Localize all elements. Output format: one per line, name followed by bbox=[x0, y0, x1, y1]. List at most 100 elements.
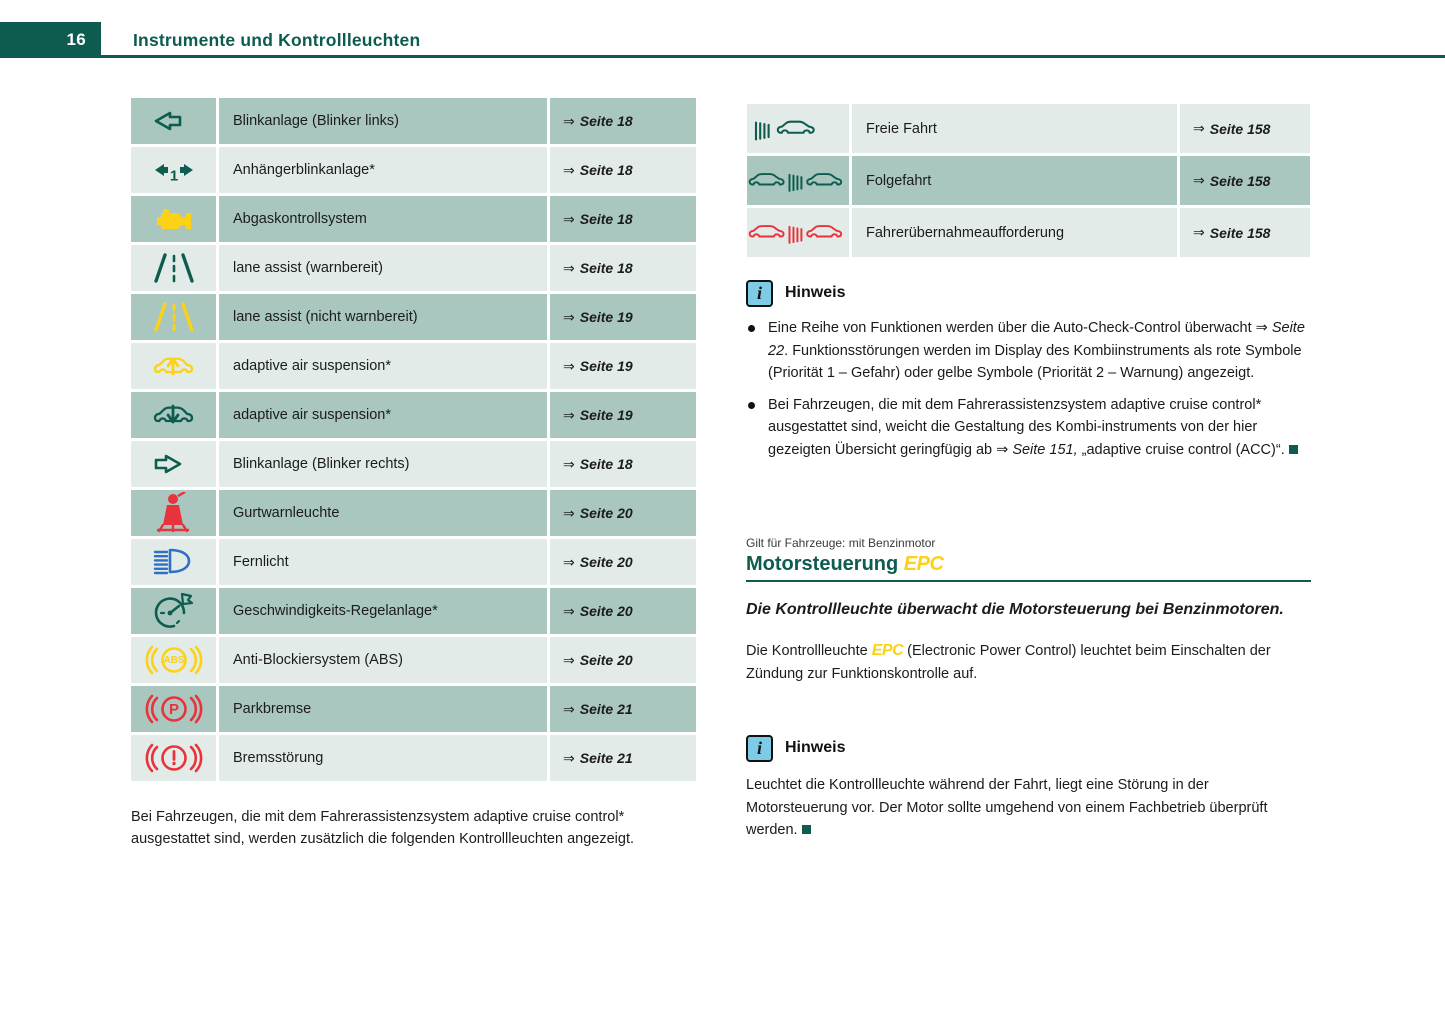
page-reference[interactable]: ⇒ Seite 19 bbox=[563, 357, 633, 375]
row-separator bbox=[131, 487, 696, 490]
turn-signal-left-icon bbox=[131, 98, 219, 144]
reference-arrow-icon: ⇒ bbox=[563, 504, 575, 521]
note-title: Hinweis bbox=[785, 284, 846, 301]
section-heading-text: Motorsteuerung bbox=[746, 553, 899, 575]
applies-to-label: Gilt für Fahrzeuge: mit Benzinmotor bbox=[746, 536, 936, 550]
page-reference[interactable]: ⇒ Seite 158 bbox=[1193, 224, 1271, 241]
page-reference[interactable]: ⇒ Seite 18 bbox=[563, 455, 633, 473]
note-bullet-text: Bei Fahrzeugen, die mit dem Fahrerassist… bbox=[768, 394, 1311, 462]
warning-lights-table-left: Blinkanlage (Blinker links) ⇒ Seite 18 1 Anh… bbox=[131, 98, 696, 781]
end-marker-icon bbox=[801, 825, 811, 834]
warning-light-label: Blinkanlage (Blinker rechts) bbox=[219, 441, 550, 487]
note-header: i Hinweis bbox=[746, 278, 1311, 308]
page-reference[interactable]: ⇒ Seite 18 bbox=[563, 161, 633, 179]
reference-arrow-icon: ⇒ bbox=[563, 308, 575, 325]
cruise-control-icon bbox=[131, 588, 219, 634]
table-row: Folgefahrt ⇒ Seite 158 bbox=[747, 156, 1310, 205]
page-reference[interactable]: Seite 22 bbox=[768, 320, 1305, 359]
left-intro-paragraph: Bei Fahrzeugen, die mit dem Fahrerassist… bbox=[131, 809, 634, 847]
row-separator bbox=[131, 585, 696, 588]
table-row: P Parkbremse ⇒ Seite 21 bbox=[131, 686, 696, 732]
section-lead-text: Die Kontrollleuchte überwacht die Motors… bbox=[746, 601, 1284, 618]
reference-arrow-icon: ⇒ bbox=[563, 259, 575, 276]
page-reference[interactable]: ⇒ Seite 20 bbox=[563, 651, 633, 669]
reference-arrow-icon: ⇒ bbox=[563, 210, 575, 227]
warning-light-label: Blinkanlage (Blinker links) bbox=[219, 98, 550, 144]
section-body-text: Die Kontrollleuchte EPC (Electronic Powe… bbox=[746, 640, 1311, 685]
reference-arrow-icon: ⇒ bbox=[563, 700, 575, 717]
page-number: 16 bbox=[66, 30, 86, 49]
note-title: Hinweis bbox=[785, 739, 846, 756]
engine-check-icon bbox=[131, 196, 219, 242]
note-bullet-text: Eine Reihe von Funktionen werden über di… bbox=[768, 317, 1311, 385]
body-part2: (Electronic Power Control) leuchtet beim… bbox=[746, 643, 1271, 682]
bullet-dot-icon bbox=[748, 325, 755, 332]
page-reference[interactable]: ⇒ Seite 18 bbox=[563, 210, 633, 228]
seatbelt-warning-icon bbox=[131, 490, 219, 536]
page-reference[interactable]: ⇒ Seite 158 bbox=[1193, 120, 1271, 137]
brake-fault-icon bbox=[131, 735, 219, 781]
table-row: adaptive air suspension* ⇒ Seite 19 bbox=[131, 392, 696, 438]
info-icon: i bbox=[746, 279, 773, 307]
page-reference[interactable]: ⇒ Seite 19 bbox=[563, 406, 633, 424]
table-row: Geschwindigkeits-Regelanlage* ⇒ Seite 20 bbox=[131, 588, 696, 634]
page-reference[interactable]: ⇒ Seite 18 bbox=[563, 112, 633, 130]
hinweis-note-acc: i Hinweis Eine Reihe von Funktionen werd… bbox=[746, 278, 1311, 461]
row-separator bbox=[131, 683, 696, 686]
row-separator bbox=[131, 291, 696, 294]
warning-light-label: Folgefahrt bbox=[852, 156, 1180, 205]
warning-light-label: Anhängerblinkanlage* bbox=[219, 147, 550, 193]
hinweis-note-motor: i Hinweis Leuchtet die Kontrollleuchte w… bbox=[746, 733, 1311, 842]
page-reference[interactable]: ⇒ Seite 20 bbox=[563, 602, 633, 620]
row-separator bbox=[131, 242, 696, 245]
page-reference[interactable]: Seite 151, bbox=[1012, 441, 1078, 458]
row-separator bbox=[131, 536, 696, 539]
air-suspension-up-icon bbox=[131, 343, 219, 389]
page-reference[interactable]: ⇒ Seite 20 bbox=[563, 553, 633, 571]
abs-icon: ABS bbox=[131, 637, 219, 683]
page-reference[interactable]: ⇒ Seite 21 bbox=[563, 700, 633, 718]
row-separator bbox=[131, 193, 696, 196]
row-separator bbox=[131, 634, 696, 637]
svg-text:P: P bbox=[168, 701, 178, 718]
reference-arrow-icon: ⇒ bbox=[1193, 172, 1205, 188]
section-motorsteuerung: Gilt für Fahrzeuge: mit Benzinmotor Moto… bbox=[746, 536, 1311, 685]
warning-light-label: Parkbremse bbox=[219, 686, 550, 732]
page-reference[interactable]: ⇒ Seite 158 bbox=[1193, 172, 1271, 189]
page-reference[interactable]: ⇒ Seite 21 bbox=[563, 749, 633, 767]
table-row: Blinkanlage (Blinker links) ⇒ Seite 18 bbox=[131, 98, 696, 144]
row-separator bbox=[131, 732, 696, 735]
row-separator bbox=[747, 153, 1310, 156]
reference-arrow-icon: ⇒ bbox=[563, 112, 575, 129]
bullet-text-part2: „adaptive cruise control (ACC)“. bbox=[1077, 441, 1285, 458]
reference-arrow-icon: ⇒ bbox=[1193, 224, 1205, 240]
body-part1: Die Kontrollleuchte bbox=[746, 643, 872, 659]
warning-light-label: lane assist (warnbereit) bbox=[219, 245, 550, 291]
warning-light-label: Anti-Blockiersystem (ABS) bbox=[219, 637, 550, 683]
note-body: Leuchtet die Kontrollleuchte während der… bbox=[746, 772, 1311, 842]
page-reference[interactable]: ⇒ Seite 20 bbox=[563, 504, 633, 522]
acc-takeover-icon bbox=[747, 208, 852, 257]
bullet-dot-icon bbox=[748, 401, 755, 409]
row-separator bbox=[131, 340, 696, 343]
note-bullet: Eine Reihe von Funktionen werden über di… bbox=[746, 317, 1311, 385]
table-row: 1 Anhängerblinkanlage* ⇒ Seite 18 bbox=[131, 147, 696, 193]
warning-light-label: Geschwindigkeits-Regelanlage* bbox=[219, 588, 550, 634]
header-rule bbox=[101, 55, 1445, 58]
warning-light-label: adaptive air suspension* bbox=[219, 343, 550, 389]
note-header: i Hinweis bbox=[746, 733, 1311, 763]
turn-signal-right-icon bbox=[131, 441, 219, 487]
epc-badge-icon: EPC bbox=[871, 642, 904, 659]
table-row: Gurtwarnleuchte ⇒ Seite 20 bbox=[131, 490, 696, 536]
table-row: adaptive air suspension* ⇒ Seite 19 bbox=[131, 343, 696, 389]
air-suspension-down-icon bbox=[131, 392, 219, 438]
section-heading: Motorsteuerung EPC bbox=[746, 553, 1311, 582]
warning-lights-table-right: Freie Fahrt ⇒ Seite 158 Folgefahrt ⇒ Seite 15… bbox=[747, 104, 1310, 257]
page-reference[interactable]: ⇒ Seite 18 bbox=[563, 259, 633, 277]
warning-light-label: Gurtwarnleuchte bbox=[219, 490, 550, 536]
table-row: Fernlicht ⇒ Seite 20 bbox=[131, 539, 696, 585]
page-reference[interactable]: ⇒ Seite 19 bbox=[563, 308, 633, 326]
epc-badge-icon: EPC bbox=[903, 553, 944, 575]
warning-light-label: Fahrerübernahmeaufforderung bbox=[852, 208, 1180, 257]
note-bullet: Bei Fahrzeugen, die mit dem Fahrerassist… bbox=[746, 394, 1311, 462]
